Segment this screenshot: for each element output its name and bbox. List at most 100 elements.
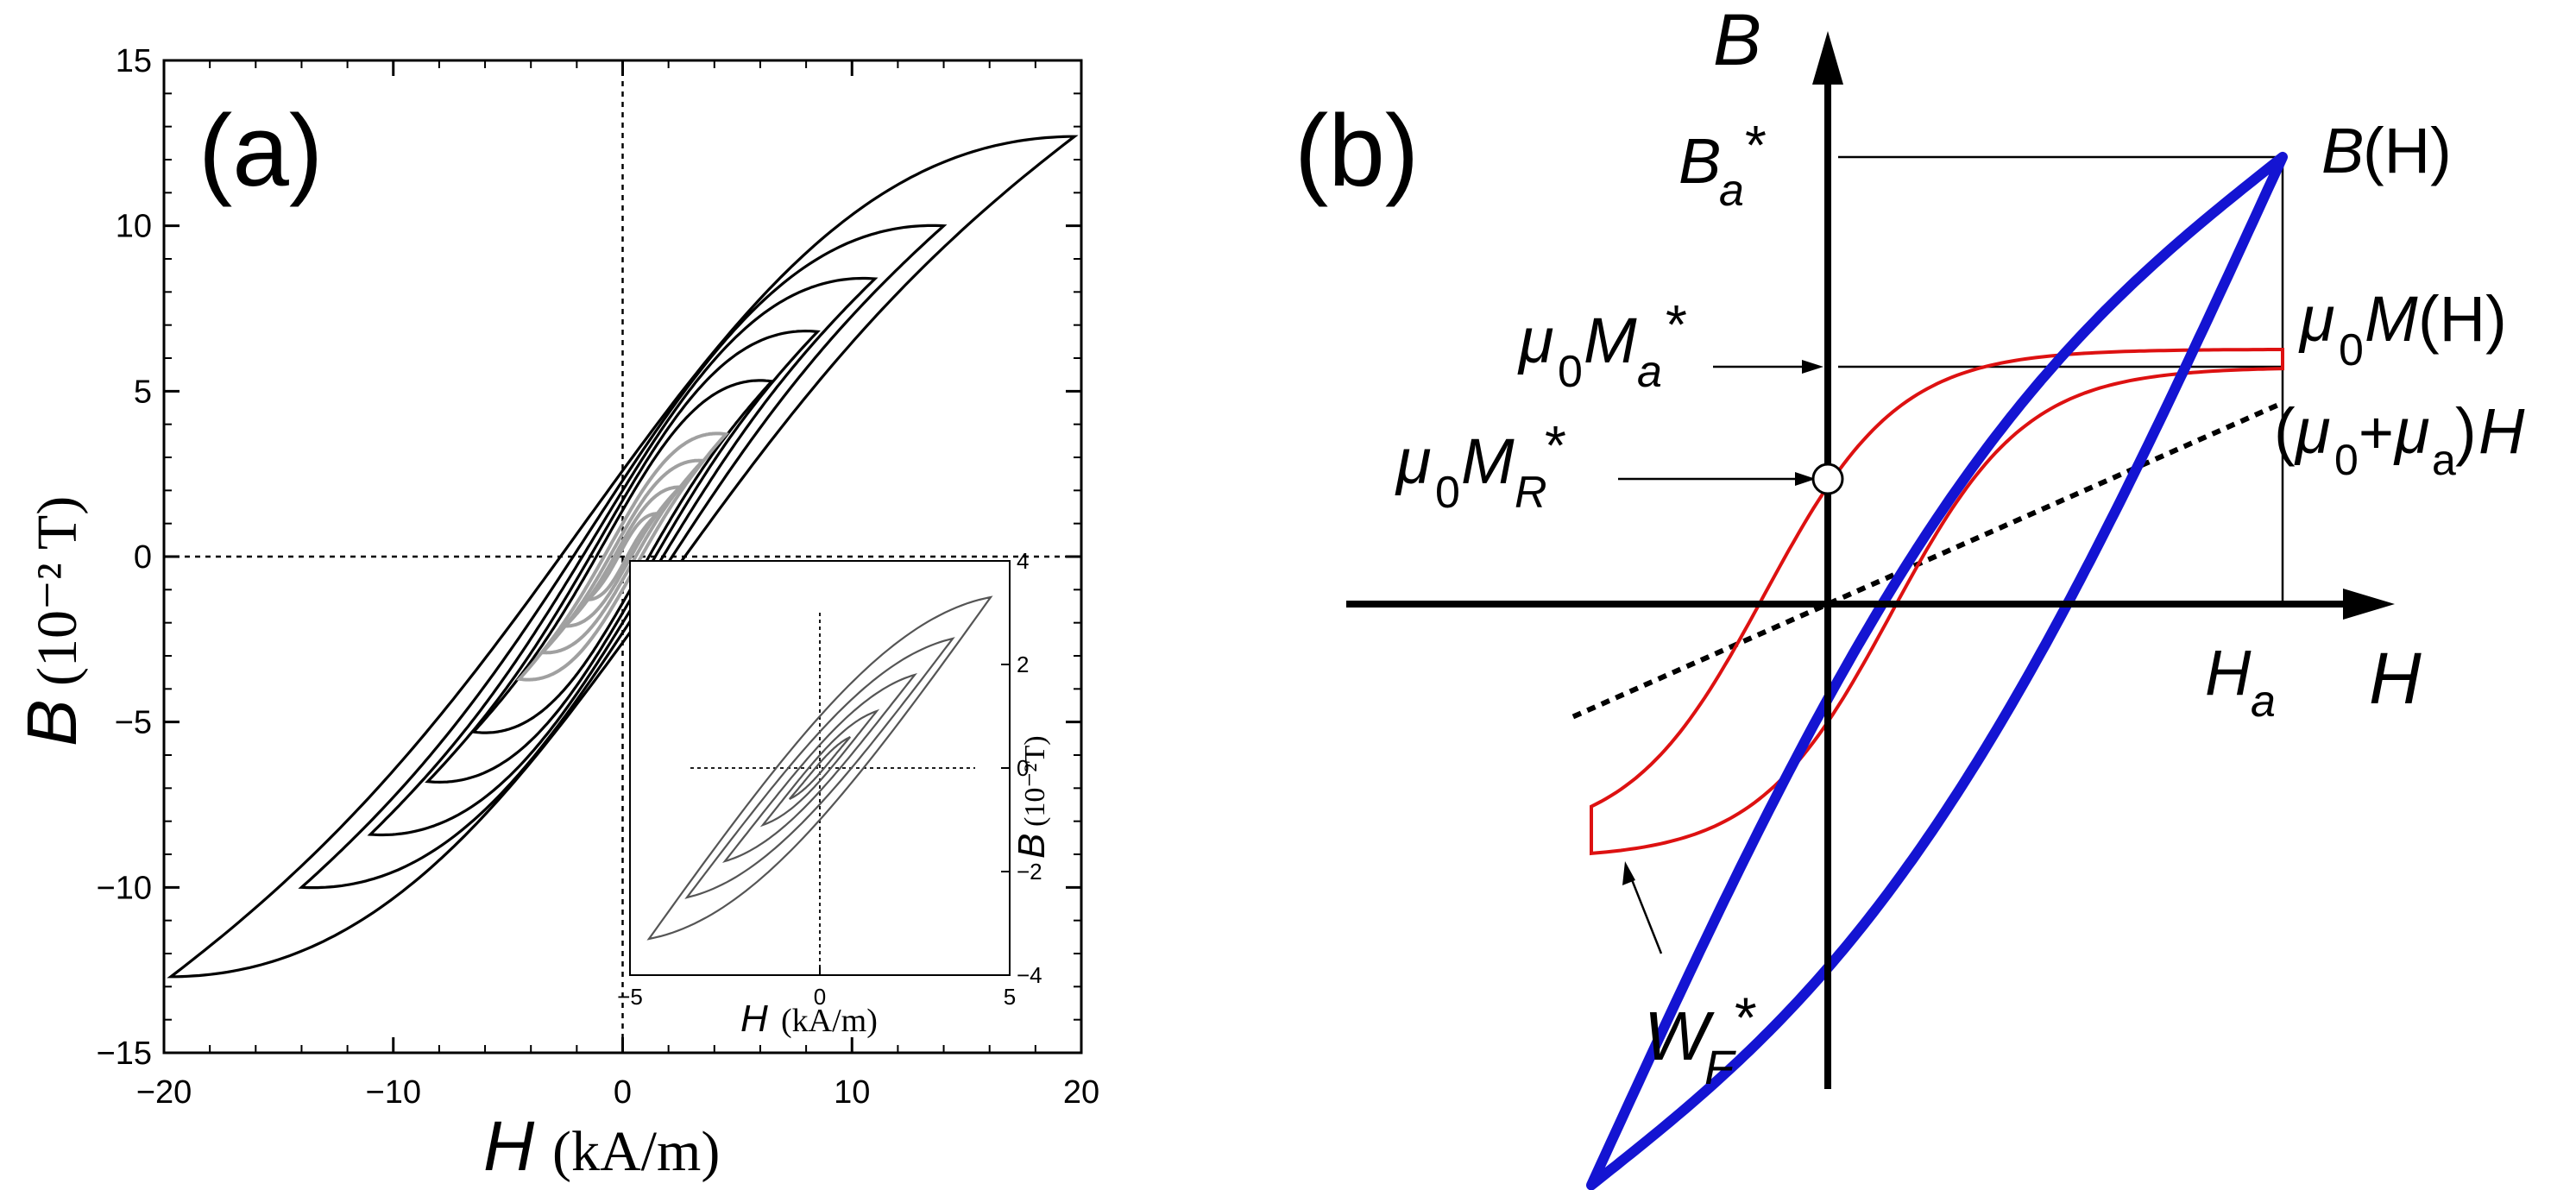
inset-loop-4 [759,708,880,828]
mu0mua-mu: μ [2294,395,2331,467]
mu0mua-h: H [2478,395,2525,467]
inset-loop-2 [684,637,955,899]
mu0mr-star-label: μ 0 M R * [1395,414,1566,518]
x-tick-label: 10 [834,1074,870,1111]
minor-loop-3 [561,485,684,628]
mu0mr-sub: R [1515,468,1547,518]
inset-axes: −5 0 5−4 −2 0 2 4 [617,548,1042,1010]
mu0ma-arrowhead [1802,360,1823,374]
wf-arrow [1628,872,1663,954]
x-tick-label: 20 [1063,1074,1099,1111]
mu0-plus-mua-label: ( μ 0 + μ a ) H [2274,395,2525,484]
minor-loop-4 [583,512,662,601]
y-tick-label: −15 [97,1036,152,1072]
ba-star-label: B a * [1678,114,1767,216]
panel-b: (b) B H B a * B (H) [1294,0,2525,1190]
inset-xlabel-var: H [740,998,768,1040]
mu0mh-label: μ 0 M (H) [2298,283,2507,375]
x-tick-label: −20 [136,1074,192,1111]
ha-label: H a [2205,637,2276,727]
wf-main: W [1644,998,1715,1074]
y-tick-label: 0 [134,539,152,576]
b-h-loop [1586,152,2288,1190]
inset-y-tick-label: 0 [1017,755,1029,781]
major-loop-5 [470,379,775,734]
y-tick-label: 10 [116,209,152,245]
mu0ma-mu: μ [1517,305,1554,376]
mu0mr-zero: 0 [1435,468,1460,518]
bh-rest: (H) [2363,115,2452,186]
mu0mr-m: M [1461,425,1515,497]
remanence-marker [1811,463,1844,495]
inset-x-tick-label: 0 [814,984,826,1010]
inset-x-tick-label: 5 [1004,984,1016,1010]
inset-loop-1 [646,595,993,941]
mu0mr-asterisk: * [1545,414,1566,476]
mu0ma-zero: 0 [1558,347,1583,397]
mu0mh-zero: 0 [2339,325,2364,375]
y-tick-label: 5 [134,374,152,410]
h-axis-label: H [2369,638,2422,719]
y-tick-label: −5 [115,705,152,741]
wf-sub: F [1704,1040,1736,1094]
b-axis-label: B [1713,0,1761,80]
mu0ma-star-label: μ 0 M a * [1517,293,1687,397]
ha-sub: a [2251,677,2276,727]
mu0mua-close: ) [2455,395,2477,467]
ba-star-sub: a [1719,166,1744,216]
inset-y-tick-label: 4 [1017,548,1029,574]
mu0mua-a: a [2432,436,2456,484]
inset-ylabel: B (10⁻²T) [1011,735,1053,859]
major-loop-4 [425,329,821,784]
ba-star-asterisk: * [1745,114,1767,176]
panel-b-label: (b) [1294,94,1419,208]
bh-main: B [2321,115,2364,186]
panel-a-label: (a) [198,94,323,208]
major-loop-3 [367,276,879,837]
x-tick-label: 0 [614,1074,632,1111]
mu0-m-h-loop [1590,348,2284,856]
bh-label: B (H) [2321,115,2452,186]
wf-star-label: W F * [1644,985,1757,1094]
mu0ma-sub: a [1637,347,1662,397]
panel-a-ylabel-var: B [13,699,91,746]
mu0mh-rest: (H) [2418,283,2507,355]
inset-x-tick-label: −5 [617,984,643,1010]
panel-b-curves [1571,152,2288,1190]
y-tick-label: −10 [97,870,152,906]
panel-a-xlabel-var: H [483,1107,535,1186]
minor-loop-1 [515,431,730,682]
inset-xlabel-unit: (kA/m) [781,1003,878,1039]
inset-loop-5 [788,736,852,800]
inset-loop-3 [721,672,918,864]
inset-y-tick-label: −4 [1017,962,1042,988]
inset-y-tick-label: 2 [1017,652,1029,677]
mu0mua-zero: 0 [2334,436,2359,484]
mu0mr-mu: μ [1395,425,1432,497]
mu0ma-m: M [1584,305,1637,376]
mu0mua-mu2: μ [2393,395,2430,467]
mu0mh-mu: μ [2298,283,2335,355]
wf-arrowhead [1622,861,1635,885]
y-tick-label: 15 [116,43,152,79]
minor-loop-2 [539,458,707,655]
ha-main: H [2205,637,2252,708]
panel-a-inset: −5 0 5−4 −2 0 2 4 H (kA/m) B (10⁻²T) [617,548,1053,1040]
x-tick-label: −10 [366,1074,421,1111]
inset-ylabel-var: B [1011,834,1053,859]
mu0mua-open: ( [2274,395,2296,467]
mu0mua-plus: + [2359,399,2394,466]
inset-curves [646,595,993,941]
mu0mh-m: M [2365,283,2418,355]
major-loop-1 [167,135,1079,979]
h-axis-arrowhead [2343,589,2395,620]
inset-ylabel-unit: (10⁻²T) [1019,735,1051,827]
wf-asterisk: * [1735,985,1757,1049]
panel-a-ylabel: B (10⁻² T) [13,496,91,746]
panel-a-curves [167,135,1079,979]
b-axis-arrowhead [1812,31,1843,85]
mu0ma-asterisk: * [1666,293,1687,356]
